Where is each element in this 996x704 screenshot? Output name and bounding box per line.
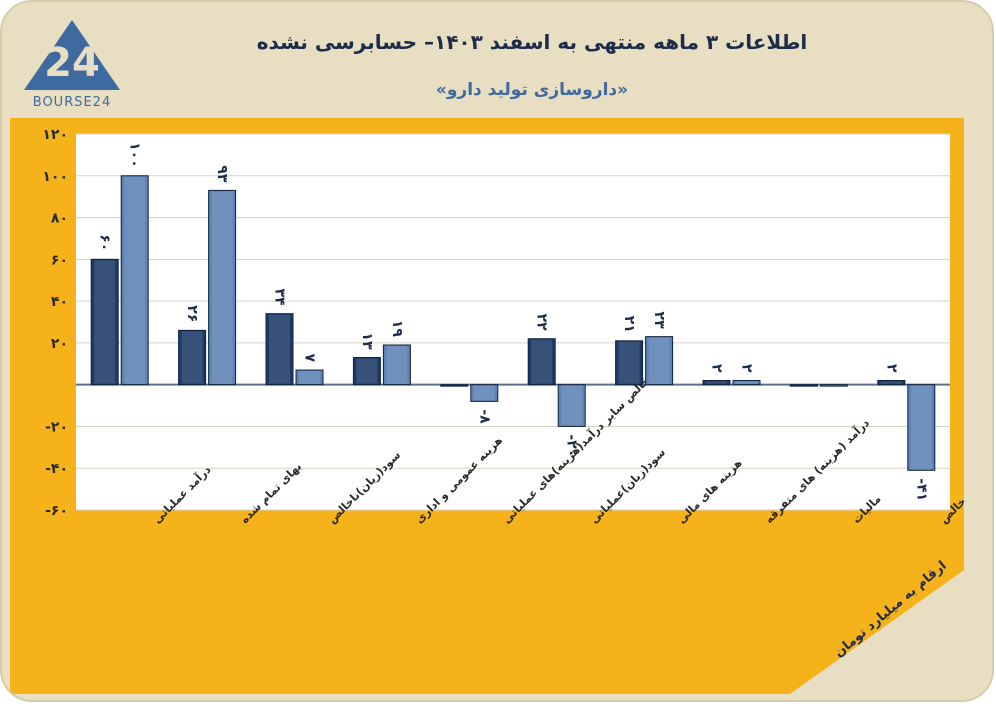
bar-highlight [356,358,378,384]
bar [557,384,586,427]
bar-highlight [618,341,640,384]
data-label: ۲ [709,364,725,373]
bar [208,189,237,386]
data-label: ۳۴ [272,289,288,307]
y-tick-label: ۴۰ [51,294,68,310]
bar [90,258,119,386]
bar-highlight [386,345,408,384]
bar [178,329,207,386]
bar-highlight [736,381,757,384]
bar-highlight [531,339,553,384]
bar-highlight [211,191,233,384]
data-label: ۶۰ [97,234,113,251]
bourse24-logo: 24 BOURSE24 [24,20,120,110]
bar [295,369,324,386]
data-label: ۱۹ [389,320,405,338]
logo-triangle [24,20,120,90]
data-label: ۱۳ [359,332,375,350]
logo-mark: 24 [44,40,100,86]
y-tick-label: ۸۰ [51,211,68,227]
plot-area [76,134,950,510]
unit-note-ribbon [790,570,964,694]
bar [907,384,936,471]
bar [382,344,411,386]
bar [352,357,381,386]
y-tick-label: -۶۰ [45,503,68,519]
bar-highlight [269,314,290,384]
bar-highlight [706,381,727,384]
y-tick-label: ۱۲۰ [42,127,68,143]
bar [440,384,469,387]
bar [265,313,294,386]
data-label: ۹۳ [214,165,230,183]
data-label: ۲ [883,364,899,373]
data-label: ۷ [302,353,318,362]
bar-highlight [561,385,583,426]
bar-highlight [880,381,902,384]
y-tick-label: ۶۰ [51,252,68,268]
bar-highlight [94,260,116,384]
y-tick-label: -۲۰ [45,419,68,435]
bar [732,379,761,386]
bar [120,175,149,386]
bar [615,340,644,386]
data-label: ۲۶ [184,305,200,322]
data-label: ۱۰۰ [127,142,143,168]
bar [819,384,848,387]
bar [877,379,906,386]
bar-highlight [299,371,320,384]
y-tick-label: -۴۰ [45,461,68,477]
data-label: -۸ [476,409,492,424]
chart-subtitle: «داروسازی تولید دارو» [435,80,629,100]
bar [789,384,818,387]
data-label: ۲۳ [651,312,667,330]
logo-text: BOURSE24 [33,95,111,110]
data-label: ۲۲ [534,314,550,332]
y-tick-label: ۲۰ [51,336,68,352]
y-tick-label: ۱۰۰ [42,169,68,185]
data-label: ۲ [739,364,755,373]
bar-highlight [910,385,932,470]
bar [702,379,731,386]
data-label: ۲۱ [621,316,637,333]
bar-highlight [648,337,670,384]
bar [527,338,556,386]
data-label: -۴۱ [913,478,929,501]
bar-highlight [124,176,146,384]
bar-highlight [181,331,203,384]
bar [645,336,674,386]
bar-highlight [473,385,495,401]
bar [470,384,499,402]
chart-title: اطلاعات ۳ ماهه منتهی به اسفند ۱۴۰۳– حساب… [256,30,808,54]
data-label: -۲۰ [564,434,580,457]
